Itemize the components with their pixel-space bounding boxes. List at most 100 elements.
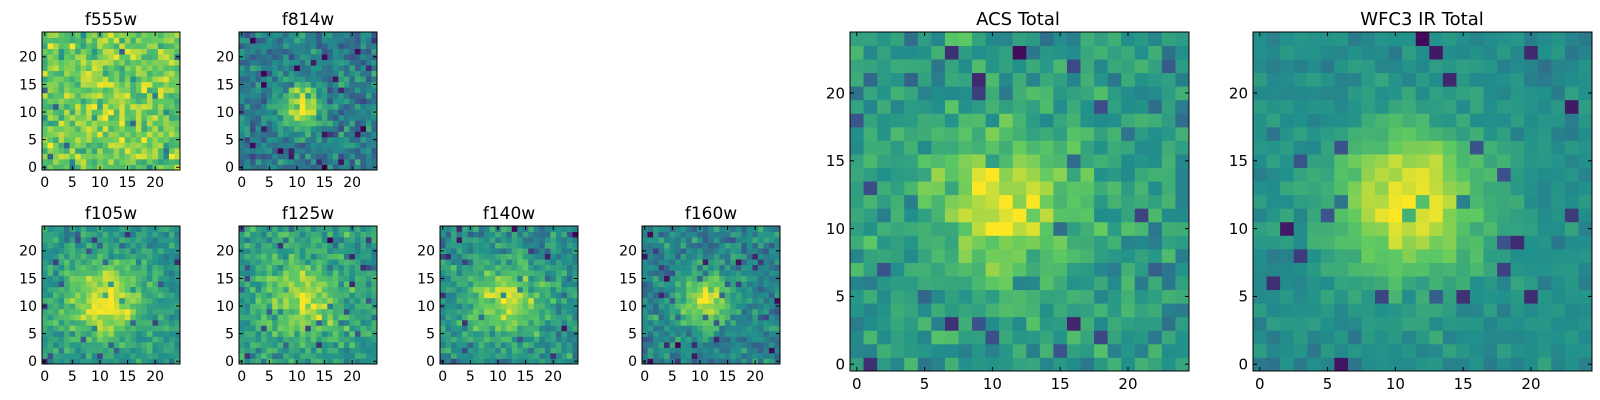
heatmap-cell [658,341,665,348]
heatmap-cell [338,341,345,348]
heatmap-cell [365,32,372,38]
heatmap-cell [522,237,529,243]
heatmap-cell [157,325,164,332]
heatmap-cell [473,264,480,271]
heatmap-cell [944,303,959,318]
heatmap-cell [566,314,573,321]
heatmap-cell [310,358,317,365]
heatmap-cell [1347,316,1362,331]
heatmap-cell [316,292,323,299]
heatmap-cell [119,303,126,310]
heatmap-cell [658,330,665,337]
heatmap-cell [305,59,312,66]
heatmap-cell [42,147,48,154]
heatmap-cell [495,231,502,238]
heatmap-cell [365,92,372,99]
heatmap-cell [69,330,76,337]
heatmap-cell [528,270,535,277]
heatmap-cell [702,325,709,332]
heatmap-cell [1080,221,1095,236]
heatmap-cell [266,131,273,138]
heatmap-cell [555,275,562,282]
heatmap-cell [305,120,312,127]
heatmap-cell [168,142,175,149]
heatmap-cell [763,336,770,343]
heatmap-cell [451,253,457,260]
heatmap-cell [53,286,59,293]
heatmap-cell [97,248,104,254]
heatmap-cell [277,37,284,44]
heatmap-cell [489,303,496,310]
heatmap-cell [1080,357,1095,372]
heatmap-cell [239,76,245,83]
heatmap-cell [1175,181,1190,196]
heatmap-cell [1053,167,1068,182]
heatmap-cell [250,164,256,171]
heatmap-cell [294,136,301,143]
heatmap-cell [47,65,54,72]
heatmap-cell [47,87,54,94]
heatmap-cell [724,303,731,310]
heatmap-cell [174,325,181,332]
heatmap-cell [80,319,87,326]
heatmap-cell [316,37,323,44]
heatmap-cell [752,231,759,238]
heatmap-cell [931,181,946,196]
heatmap-cell [647,330,654,337]
heatmap-cell [316,308,323,315]
heatmap-cell [528,352,535,359]
heatmap-cell [294,270,301,277]
heatmap-cell [130,164,137,171]
heatmap-cell [272,292,279,299]
heatmap-cell [53,65,59,72]
heatmap-cell [354,319,361,326]
heatmap-cell [250,153,256,160]
heatmap-cell [146,253,153,260]
heatmap-cell [473,237,480,243]
heatmap-cell [972,59,986,74]
heatmap-cell [1053,276,1068,291]
heatmap-cell [113,347,120,354]
heatmap-cell [1053,45,1068,60]
heatmap-cell [42,264,48,271]
heatmap-cell [1175,72,1190,87]
heatmap-cell [343,98,350,105]
heatmap-cell [664,242,670,249]
heatmap-cell [113,319,120,326]
heatmap-cell [1469,248,1484,263]
heatmap-cell [566,259,573,266]
heatmap-cell [1524,221,1539,236]
heatmap-cell [47,98,54,105]
heatmap-cell [244,142,251,149]
heatmap-cell [244,147,251,154]
heatmap-cell [266,158,273,165]
heatmap-cell [1094,99,1109,114]
heatmap-cell [1094,140,1109,155]
heatmap-cell [1107,316,1122,331]
heatmap-cell [561,231,568,238]
heatmap-cell [877,330,892,345]
heatmap-cell [283,59,290,66]
heatmap-cell [467,248,474,254]
heatmap-cell [746,330,753,337]
heatmap-cell [371,226,378,232]
heatmap-cell [697,286,704,293]
heatmap-cell [1510,235,1525,250]
heatmap-cell [152,242,159,249]
heatmap-cell [917,316,932,331]
heatmap-cell [157,120,164,127]
heatmap-cell [863,140,878,155]
heatmap-cell [332,237,339,243]
heatmap-cell [719,253,726,260]
heatmap-cell [1293,357,1308,372]
heatmap-cell [1334,208,1349,223]
heatmap-cell [316,237,323,243]
heatmap-cell [691,319,698,326]
heatmap-cell [1361,221,1376,236]
heatmap-cell [124,231,131,238]
heatmap-cell [1497,343,1512,358]
heatmap-cell [42,153,48,160]
heatmap-cell [511,253,518,260]
heatmap-cell [283,237,290,243]
